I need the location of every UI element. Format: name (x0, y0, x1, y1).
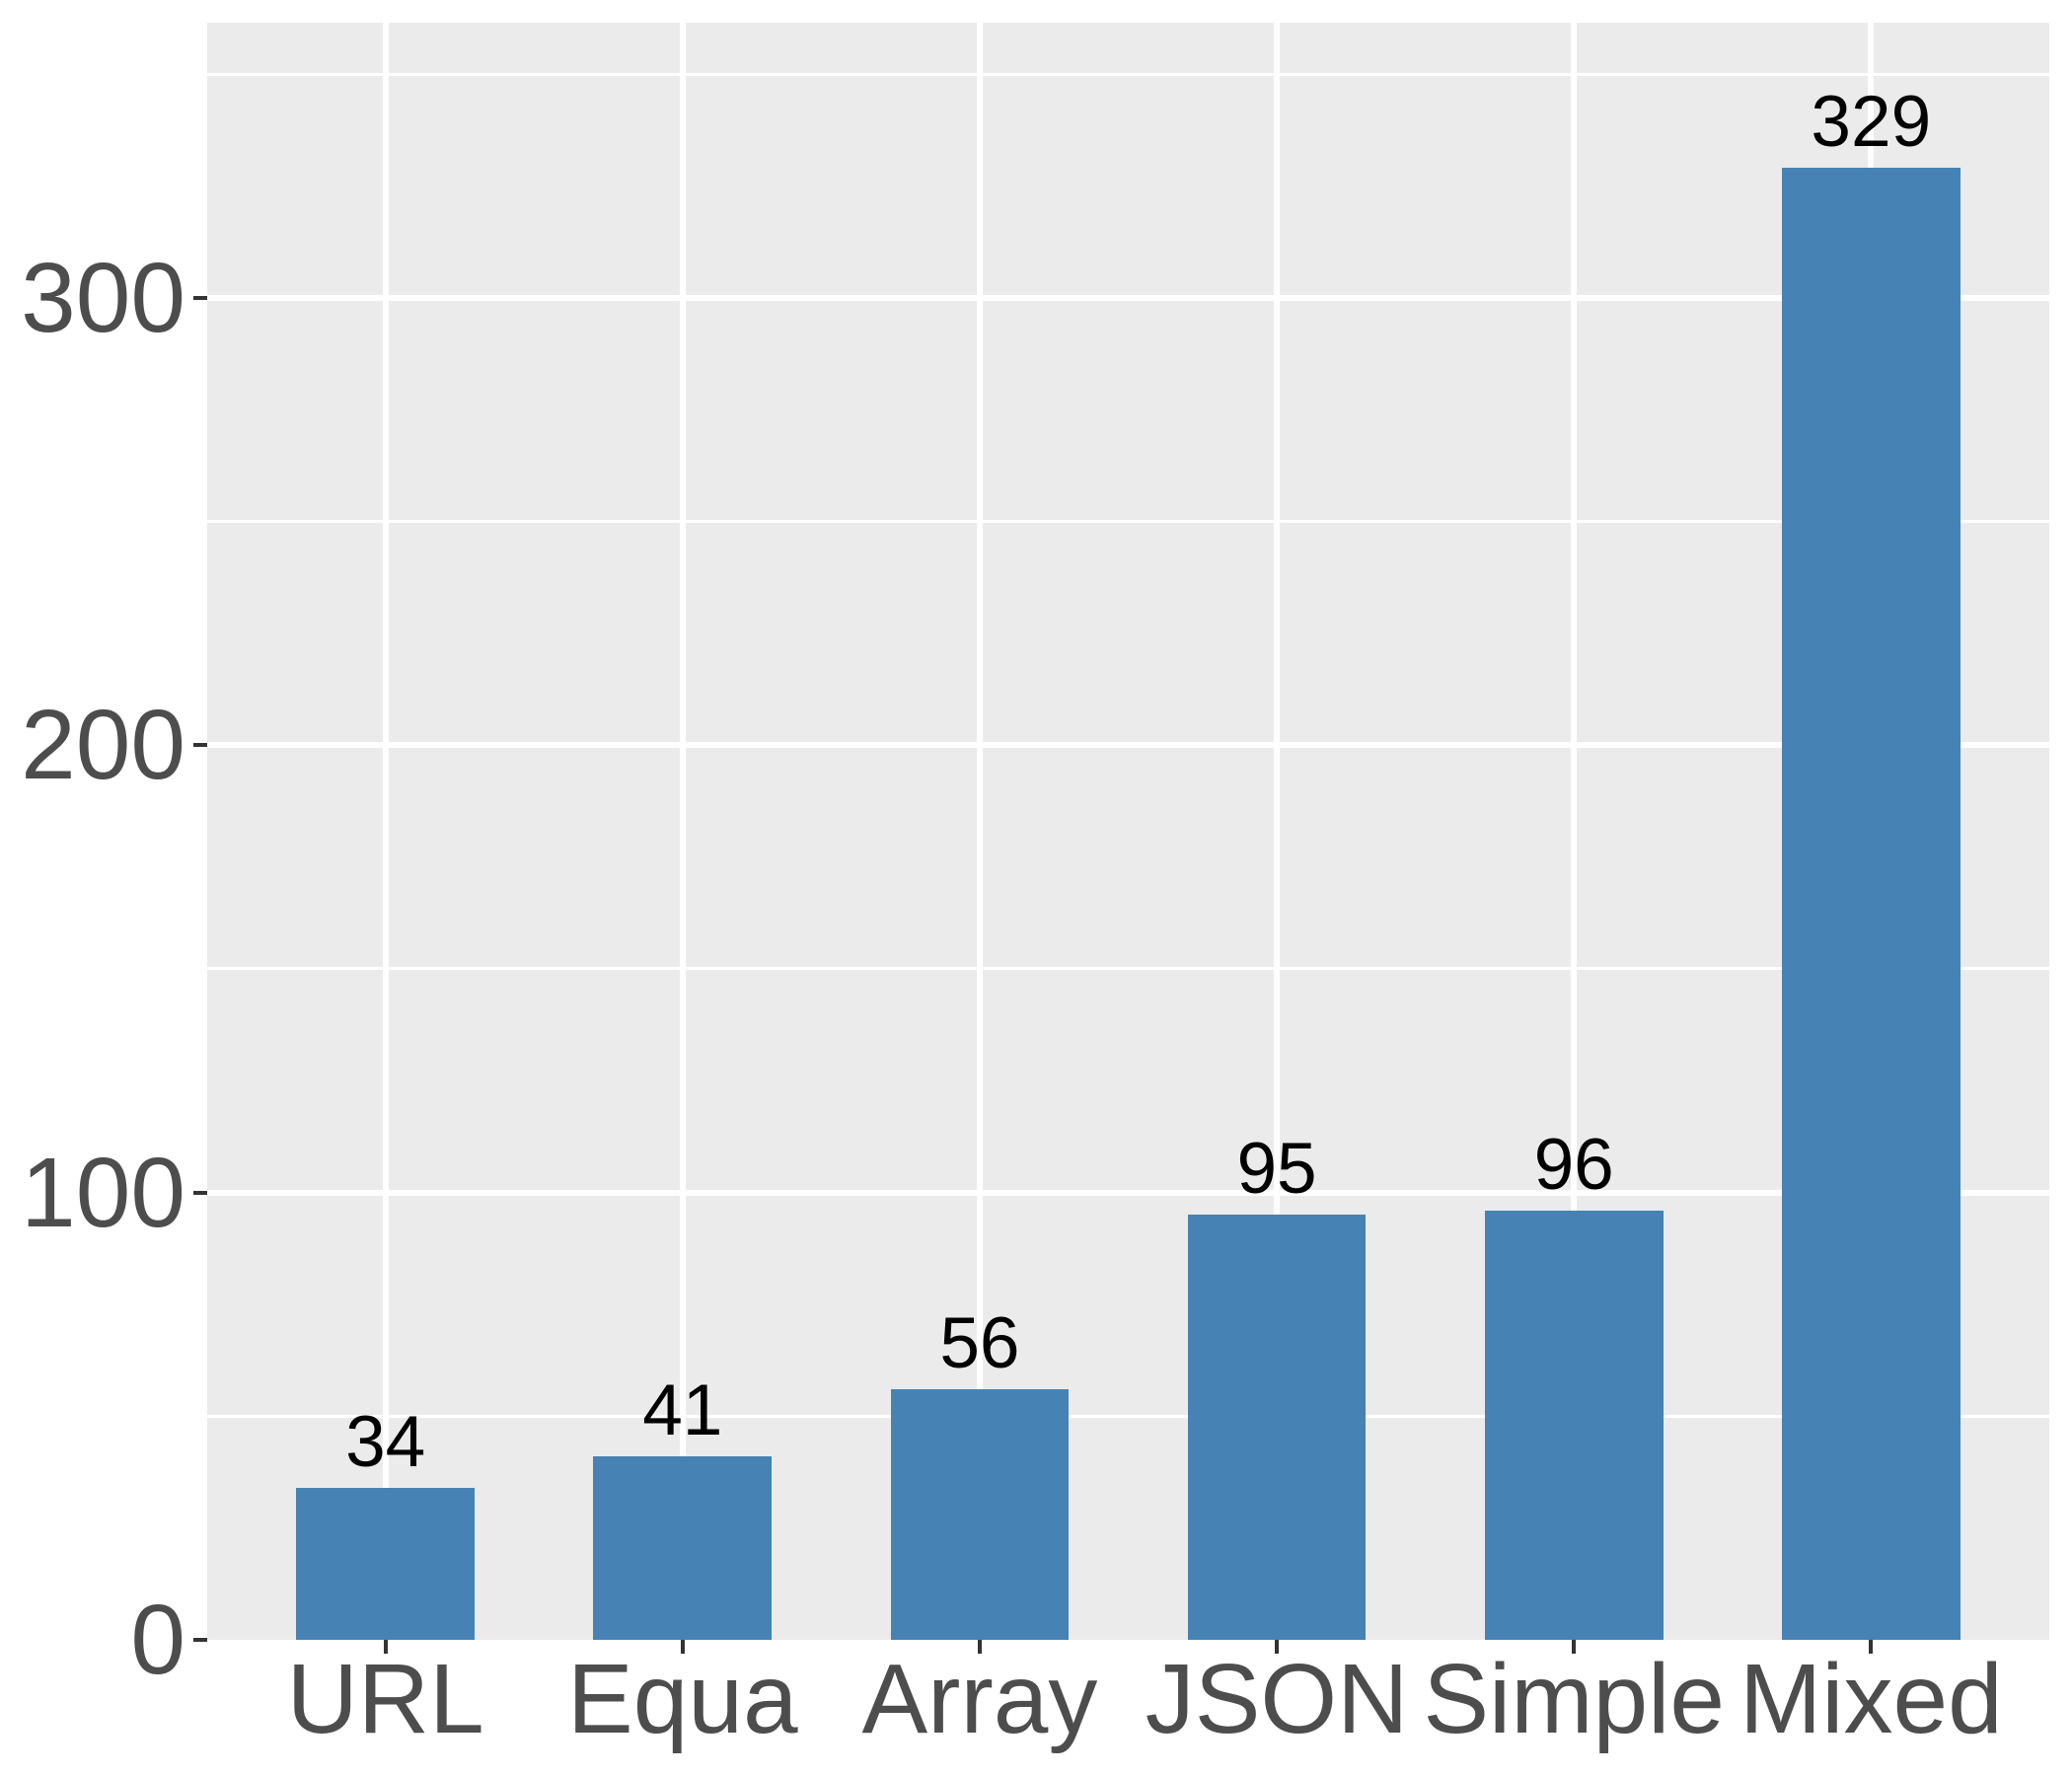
bar-value-label-url: 34 (345, 1401, 426, 1482)
y-tick-mark-100 (193, 1190, 207, 1195)
h-gridline-major-100 (207, 1189, 2049, 1196)
y-tick-mark-300 (193, 295, 207, 300)
h-gridline-major-200 (207, 742, 2049, 749)
x-tick-mark-mixed (1869, 1640, 1874, 1654)
x-tick-mark-simple (1572, 1640, 1577, 1654)
x-tick-label-simple: Simple (1423, 1644, 1726, 1754)
h-gridline-minor-50 (207, 1414, 2049, 1418)
bar-equa (593, 1456, 773, 1640)
v-gridline-array (976, 23, 983, 1640)
x-tick-label-array: Array (861, 1644, 1098, 1754)
y-tick-mark-0 (193, 1638, 207, 1642)
v-gridline-equa (679, 23, 686, 1640)
chart-panel: 34 41 56 95 96 329 (207, 23, 2049, 1640)
h-gridline-minor-250 (207, 520, 2049, 524)
v-gridline-url (382, 23, 389, 1640)
bar-value-label-json: 95 (1236, 1129, 1317, 1210)
bar-mixed (1781, 168, 1961, 1640)
x-tick-label-url: URL (286, 1644, 484, 1754)
x-tick-mark-array (977, 1640, 982, 1654)
bar-value-label-simple: 96 (1533, 1124, 1614, 1205)
h-gridline-minor-150 (207, 967, 2049, 971)
h-gridline-major-300 (207, 294, 2049, 301)
y-tick-label-0: 0 (130, 1585, 185, 1695)
y-tick-label-300: 300 (21, 242, 185, 353)
x-tick-mark-equa (680, 1640, 685, 1654)
x-tick-mark-url (383, 1640, 388, 1654)
bar-json (1187, 1215, 1367, 1640)
bar-value-label-equa: 41 (642, 1370, 723, 1451)
bar-simple (1484, 1210, 1664, 1640)
y-tick-label-200: 200 (21, 690, 185, 801)
h-gridline-minor-350 (207, 72, 2049, 76)
x-tick-label-equa: Equa (567, 1644, 798, 1754)
y-tick-label-100: 100 (21, 1137, 185, 1248)
bar-value-label-array: 56 (939, 1303, 1020, 1384)
bar-value-label-mixed: 329 (1811, 82, 1932, 163)
y-tick-mark-200 (193, 743, 207, 748)
v-gridline-simple (1571, 23, 1578, 1640)
x-tick-label-json: JSON (1145, 1644, 1409, 1754)
bar-url (296, 1487, 475, 1640)
v-gridline-json (1274, 23, 1281, 1640)
x-tick-mark-json (1275, 1640, 1280, 1654)
x-tick-label-mixed: Mixed (1739, 1644, 2003, 1754)
bar-array (890, 1389, 1070, 1640)
